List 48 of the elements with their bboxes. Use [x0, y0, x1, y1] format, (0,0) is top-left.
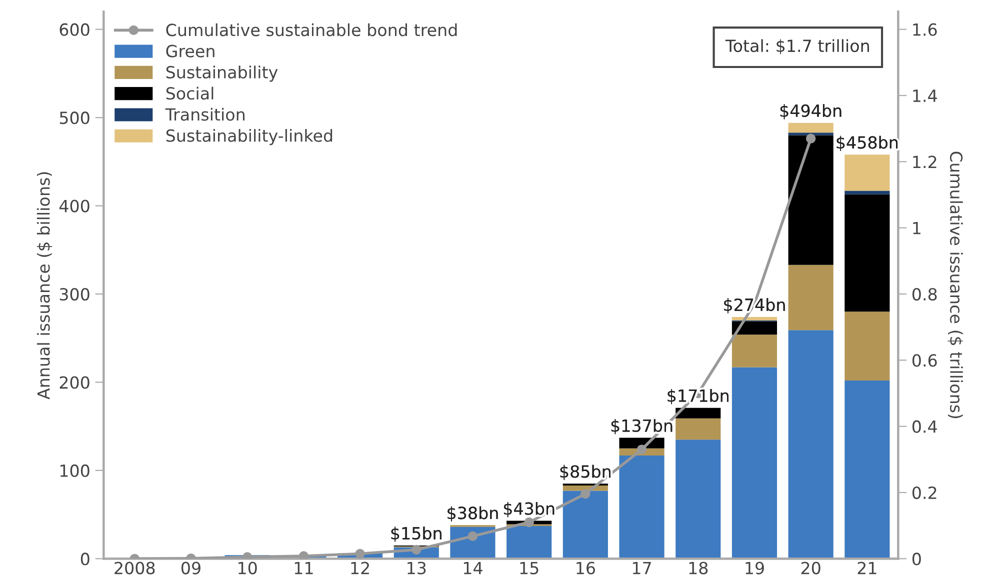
legend-label: Social: [166, 86, 214, 100]
x-tick-label: 09: [181, 562, 200, 574]
total-label: $171bn: [668, 389, 728, 404]
total-label: $458bn: [836, 136, 898, 151]
x-tick-label: 12: [351, 562, 369, 574]
y2-tick-label: 0.6: [912, 354, 937, 367]
y2-tick-label: 1.4: [913, 90, 937, 102]
x-tick-label: 13: [408, 562, 426, 574]
y2-tick-label: 1: [913, 222, 920, 234]
y2-tick-label: 0.8: [912, 288, 937, 301]
annotation: Total: $1.7 trillion: [725, 39, 869, 54]
total-label: $494bn: [780, 104, 842, 120]
y2-axis-title: Cumulative issuance ($ trillions): [948, 152, 963, 418]
y-axis-title: Annual issuance ($ billions): [36, 172, 52, 400]
y2-tick-label: 0: [912, 552, 921, 566]
x-tick-label: 10: [238, 562, 257, 574]
total-label: $43bn: [504, 502, 554, 518]
total-label: $38bn: [448, 506, 498, 522]
x-tick-label: 18: [689, 562, 708, 574]
x-tick-label: 21: [858, 562, 876, 574]
y2-tick-label: 1.6: [913, 23, 937, 36]
total-label: $274bn: [724, 298, 785, 314]
y-tick-label: 100: [60, 464, 90, 478]
x-tick-label: 16: [576, 562, 595, 574]
legend-label: Cumulative sustainable bond trend: [166, 23, 457, 36]
y-tick-label: 500: [60, 112, 90, 124]
y2-tick-label: 0.2: [912, 486, 936, 500]
x-tick-label: 14: [464, 562, 482, 574]
total-label: $15bn: [391, 526, 442, 542]
x-tick-label: 20: [801, 562, 820, 574]
legend-label: Transition: [165, 108, 244, 121]
y-tick-label: 300: [60, 288, 90, 301]
y-tick-label: 0: [80, 552, 90, 566]
y2-tick-label: 0.4: [912, 420, 937, 433]
x-tick-label: 19: [746, 562, 764, 574]
x-tick-label: 17: [633, 562, 651, 574]
total-label: $137bn: [611, 419, 672, 434]
legend-label: Sustainability: [166, 66, 278, 82]
y-tick-label: 400: [59, 200, 90, 212]
legend-label: Green: [166, 44, 214, 58]
x-tick-label: 15: [520, 562, 538, 574]
y-tick-label: 200: [60, 376, 90, 389]
total-label: $85bn: [560, 464, 610, 480]
x-tick-label: 11: [294, 562, 313, 574]
legend-label: Sustainability-linked: [166, 129, 332, 146]
y-tick-label: 600: [60, 23, 90, 36]
y2-tick-label: 1.2: [913, 156, 936, 168]
x-tick-label: 2008: [114, 562, 155, 574]
